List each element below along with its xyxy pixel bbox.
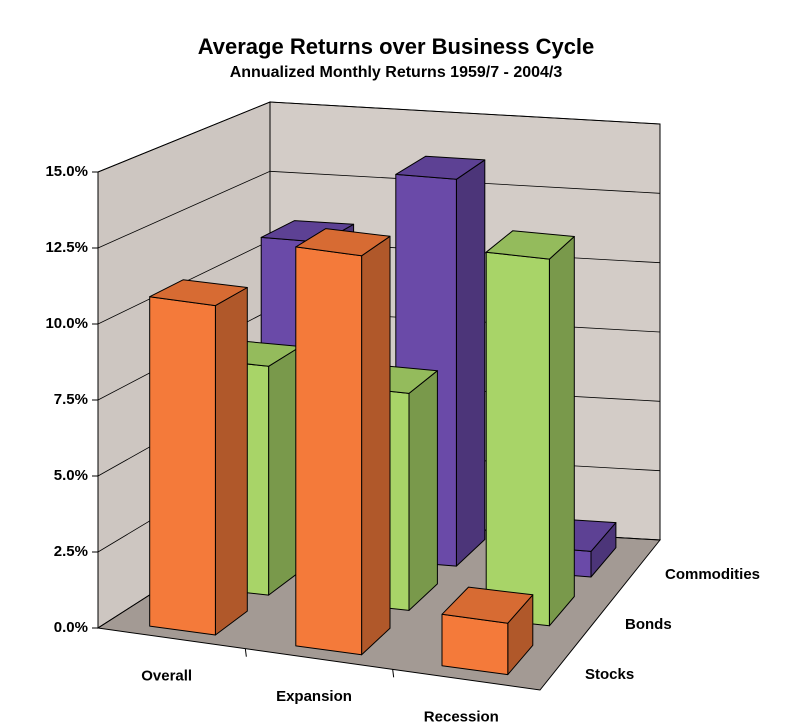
y-tick-label: 15.0% xyxy=(45,163,88,180)
bar-side xyxy=(361,235,391,656)
x-tick-label: Overall xyxy=(141,667,192,684)
bar-top xyxy=(149,279,248,307)
y-tick-label: 5.0% xyxy=(54,467,88,484)
bar-front xyxy=(441,613,509,676)
chart-subtitle: Annualized Monthly Returns 1959/7 - 2004… xyxy=(230,64,563,81)
bar-front xyxy=(485,251,550,627)
bar-top xyxy=(395,155,486,180)
y-tick-label: 12.5% xyxy=(45,239,88,256)
chart-title: Average Returns over Business Cycle xyxy=(198,34,595,59)
grid-line xyxy=(97,170,661,249)
x-tick xyxy=(244,648,247,657)
bar-top xyxy=(441,586,534,624)
x-tick-label: Recession xyxy=(424,709,499,725)
bar xyxy=(295,228,391,656)
legend-label: Stocks xyxy=(585,666,634,683)
bar-front xyxy=(149,296,216,636)
bar-side xyxy=(408,370,438,611)
bar-side xyxy=(455,159,486,567)
x-tick-label: Expansion xyxy=(276,688,352,705)
bar-side xyxy=(548,236,575,627)
y-tick-label: 10.0% xyxy=(45,315,88,332)
bar-top xyxy=(295,228,391,257)
bar xyxy=(441,586,534,676)
bar-top xyxy=(485,230,575,260)
x-tick xyxy=(392,669,395,678)
bar xyxy=(485,230,575,627)
bar xyxy=(149,279,248,636)
y-tick-label: 2.5% xyxy=(54,543,88,560)
legend-label: Bonds xyxy=(625,616,672,633)
y-tick-label: 0.0% xyxy=(54,619,88,636)
y-tick-label: 7.5% xyxy=(54,391,88,408)
legend-label: Commodities xyxy=(665,566,760,583)
grid-line xyxy=(97,101,661,173)
bar-front xyxy=(295,246,363,656)
bar-side xyxy=(214,287,248,636)
